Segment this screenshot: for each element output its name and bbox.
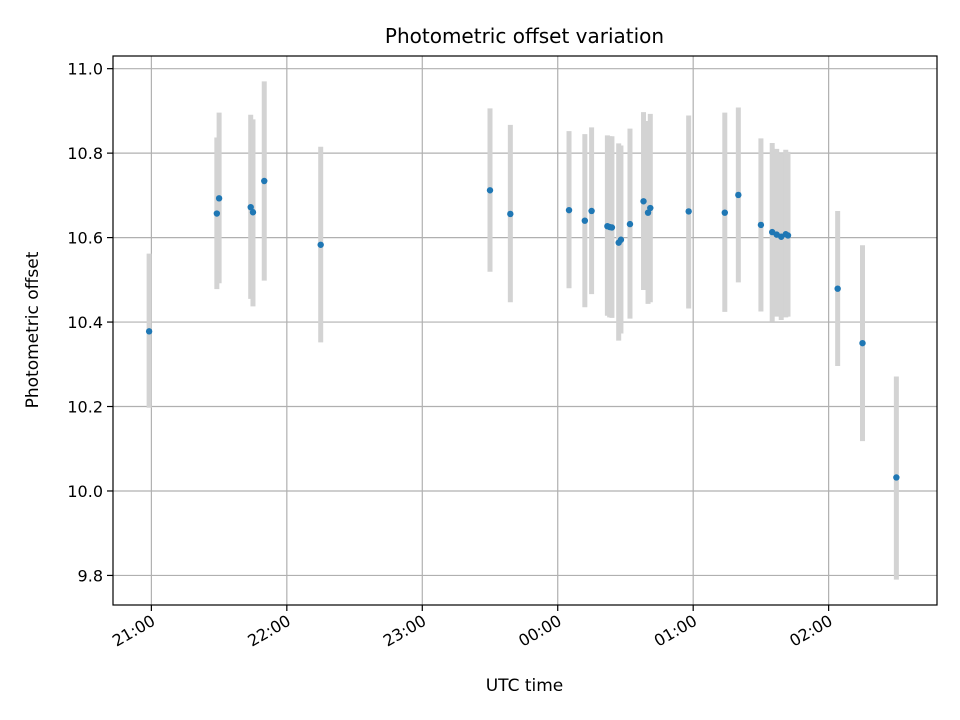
data-point <box>317 241 324 248</box>
data-point <box>721 209 728 216</box>
data-points <box>145 177 900 481</box>
y-axis-ticks: 9.8 10.0 10.2 10.4 10.6 10.8 11.0 <box>67 60 113 585</box>
y-tick-label: 10.4 <box>67 313 103 332</box>
y-tick-label: 10.6 <box>67 229 103 248</box>
data-point <box>626 220 634 228</box>
data-point <box>215 195 223 202</box>
data-point <box>685 208 692 215</box>
data-point <box>647 204 654 212</box>
data-point <box>507 210 514 218</box>
data-point <box>213 210 221 217</box>
y-tick-label: 10.0 <box>67 482 103 501</box>
data-point <box>784 232 792 239</box>
data-point <box>735 191 742 199</box>
y-axis-label: Photometric offset <box>23 251 43 408</box>
plot-frame <box>112 55 938 606</box>
y-tick-label: 10.2 <box>67 398 103 417</box>
data-point <box>834 285 841 292</box>
data-point <box>617 236 625 243</box>
data-point <box>757 221 765 229</box>
chart-title: Photometric offset variation <box>385 24 664 48</box>
data-point <box>145 328 153 335</box>
x-axis-label: UTC time <box>486 676 564 696</box>
data-point <box>261 177 268 185</box>
y-tick-label: 10.8 <box>67 144 103 163</box>
data-point <box>608 224 616 231</box>
data-point <box>565 206 573 214</box>
y-tick-label: 11.0 <box>67 60 103 79</box>
data-point <box>581 217 589 224</box>
data-point <box>588 207 595 215</box>
y-tick-label: 9.8 <box>78 566 103 585</box>
data-point <box>247 203 254 211</box>
data-point <box>640 198 647 205</box>
data-point <box>486 187 494 194</box>
data-point <box>893 474 900 481</box>
data-point <box>249 209 257 216</box>
data-point <box>859 339 866 347</box>
